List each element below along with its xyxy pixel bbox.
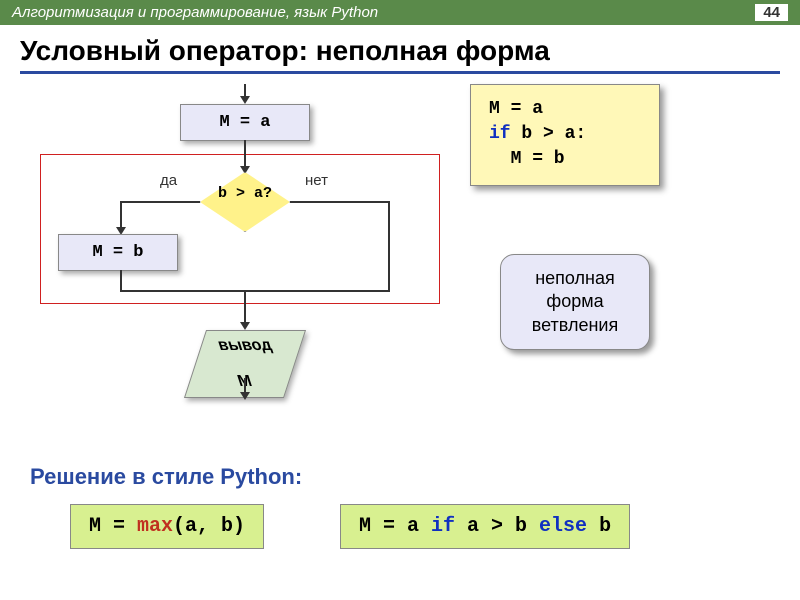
snippet-box-2: M = a if a > b else b [340, 504, 630, 549]
assign-text: M = a [219, 113, 270, 132]
arrow-icon [240, 392, 250, 400]
assign-box-2: M = b [58, 234, 178, 271]
arrow-icon [240, 96, 250, 104]
slide-title: Условный оператор: неполная форма [0, 25, 800, 71]
snippet-box-1: M = max(a, b) [70, 504, 264, 549]
header-bar: Алгоритмизация и программирование, язык … [0, 0, 800, 25]
arrow-icon [240, 322, 250, 330]
decision-text: b > a? [200, 186, 290, 203]
note-box: неполная форма ветвления [500, 254, 650, 350]
flow-line [388, 201, 390, 292]
code-box: M = a if b > a: M = b [470, 84, 660, 186]
code-line: M = a [489, 97, 641, 122]
yes-label: да [160, 172, 177, 189]
flow-line [244, 140, 246, 168]
title-underline [20, 71, 780, 74]
assign-box-1: M = a [180, 104, 310, 141]
flow-line [120, 201, 200, 203]
no-label: нет [305, 172, 328, 189]
decision-diamond: b > a? [200, 172, 290, 232]
python-style-label: Решение в стиле Python: [30, 464, 302, 490]
flowchart: M = a b > a? да нет M = b выводM [30, 84, 450, 424]
flow-line [290, 201, 390, 203]
flow-line [120, 290, 246, 292]
header-text: Алгоритмизация и программирование, язык … [12, 4, 378, 21]
flow-line [244, 290, 390, 292]
flow-line [244, 290, 246, 324]
assign-text: M = b [92, 243, 143, 262]
code-line: if b > a: [489, 122, 641, 147]
code-line: M = b [489, 147, 641, 172]
flow-line [120, 201, 122, 229]
flow-line [120, 270, 122, 292]
page-number: 44 [755, 4, 788, 21]
